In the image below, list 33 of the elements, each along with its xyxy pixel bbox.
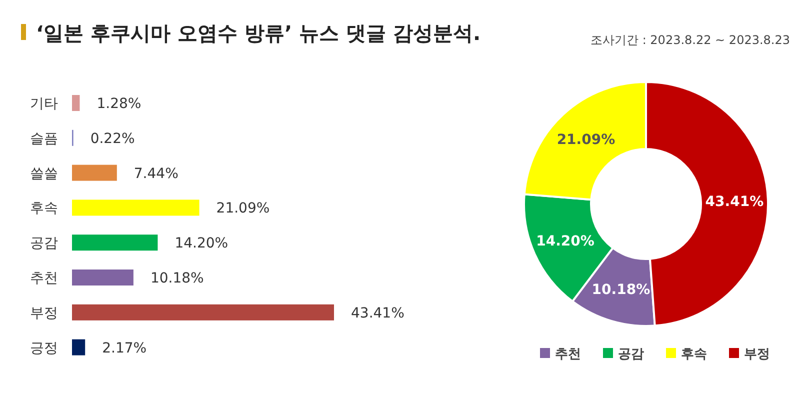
- bar: [72, 234, 158, 251]
- legend-label: 후속: [681, 347, 707, 362]
- y-tick-label: 기타: [30, 96, 58, 112]
- legend-label: 추천: [555, 347, 581, 362]
- bar: [72, 200, 200, 216]
- chart-title: ‘일본 후쿠시마 오염수 방류’ 뉴스 댓글 감성분석.: [36, 21, 481, 45]
- data-label: 21.09%: [556, 132, 616, 148]
- data-label: 1.28%: [96, 96, 142, 112]
- y-tick-label: 공감: [30, 236, 58, 252]
- legend-label: 공감: [618, 347, 644, 362]
- y-tick-label: 부정: [30, 305, 58, 322]
- bar: [72, 339, 86, 356]
- data-label: 10.18%: [592, 282, 650, 298]
- y-tick-label: 쓸쓸: [30, 166, 58, 182]
- data-label: 21.09%: [216, 200, 270, 217]
- y-tick-label: 긍정: [30, 340, 58, 356]
- y-tick-label: 후속: [30, 200, 58, 217]
- data-label: 10.18%: [150, 270, 204, 286]
- chart-subtitle: 조사기간 : 2023.8.22 ~ 2023.8.23: [590, 33, 790, 47]
- y-tick-label: 추천: [30, 270, 58, 286]
- data-label: 0.22%: [90, 130, 135, 147]
- y-tick-label: 슬픔: [30, 130, 58, 147]
- bar: [72, 164, 117, 181]
- bar: [72, 304, 334, 320]
- data-label: 14.20%: [536, 233, 594, 250]
- bar: [72, 270, 134, 286]
- data-label: 2.17%: [102, 340, 147, 356]
- legend-label: 부정: [744, 347, 770, 362]
- data-label: 43.41%: [705, 194, 764, 210]
- data-label: 43.41%: [351, 305, 404, 322]
- data-label: 7.44%: [134, 166, 178, 182]
- bar: [72, 95, 80, 111]
- data-label: 14.20%: [174, 236, 228, 252]
